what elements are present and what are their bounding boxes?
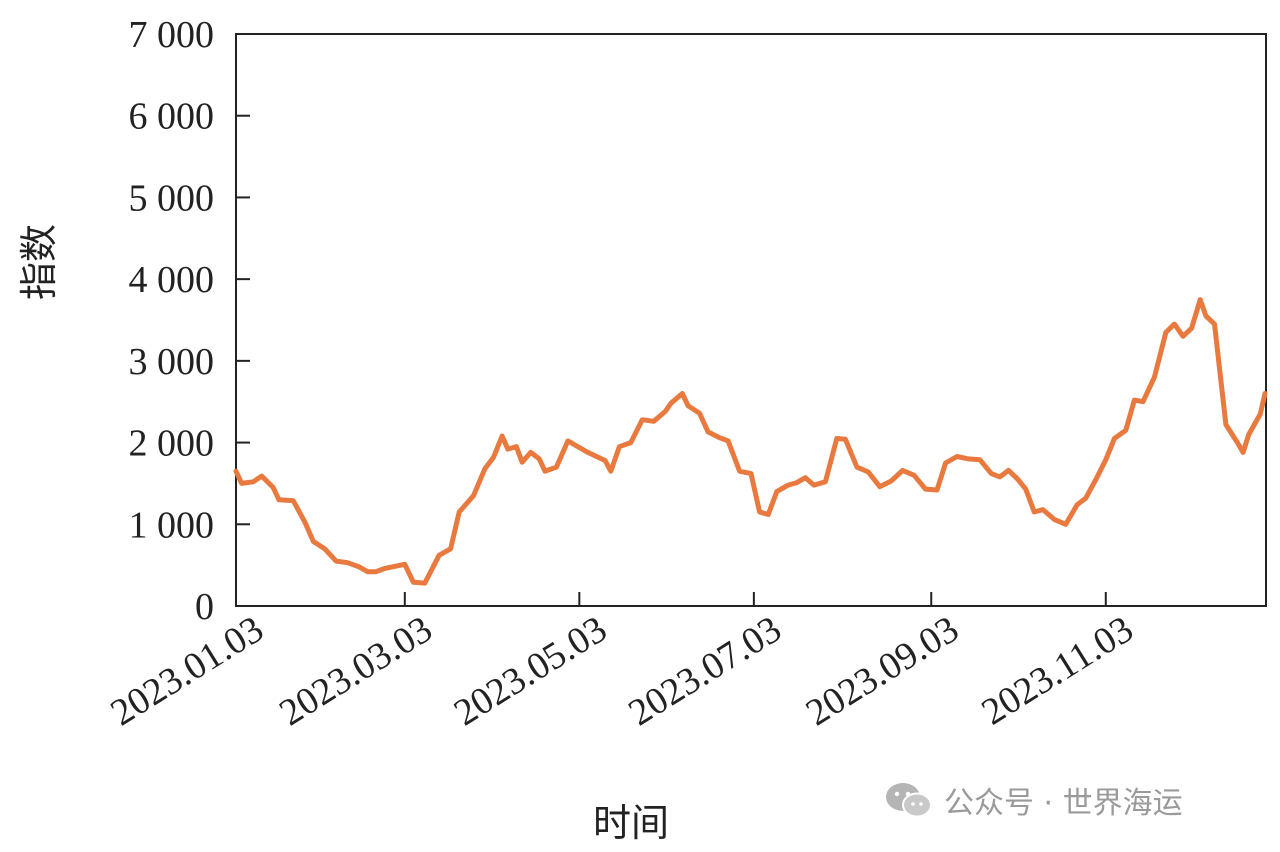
y-tick-label: 7 000 — [129, 14, 215, 56]
x-tick-label: 2023.05.03 — [447, 608, 614, 734]
x-tick-label: 2023.09.03 — [799, 608, 966, 734]
watermark: 公众号 · 世界海运 — [884, 778, 1183, 822]
x-axis-title: 时间 — [593, 801, 669, 845]
y-tick-label: 3 000 — [129, 341, 215, 383]
y-tick-label: 2 000 — [129, 423, 215, 465]
y-tick-label: 4 000 — [129, 259, 215, 301]
x-tick-label: 2023.07.03 — [621, 608, 788, 734]
x-tick-label: 2023.01.03 — [103, 608, 270, 734]
x-tick-label: 2023.03.03 — [272, 608, 439, 734]
y-tick-label: 1 000 — [129, 504, 215, 546]
plot-frame — [235, 33, 1267, 607]
watermark-text: 公众号 · 世界海运 — [944, 786, 1183, 821]
y-tick-label: 0 — [195, 586, 214, 628]
x-axis-ticks: 2023.01.03 2023.03.03 2023.05.03 2023.07.03… — [103, 592, 1141, 734]
wechat-icon — [886, 783, 932, 818]
x-tick-label: 2023.11.03 — [974, 608, 1140, 733]
series-line — [233, 297, 1268, 586]
y-axis-ticks: 0 1 000 2 000 3 000 4 000 5 000 6 000 7 000 — [129, 14, 250, 628]
y-tick-label: 6 000 — [129, 96, 215, 138]
y-tick-label: 5 000 — [129, 177, 215, 219]
chart-axes — [235, 33, 1267, 607]
y-axis-title: 指数 — [17, 224, 61, 300]
